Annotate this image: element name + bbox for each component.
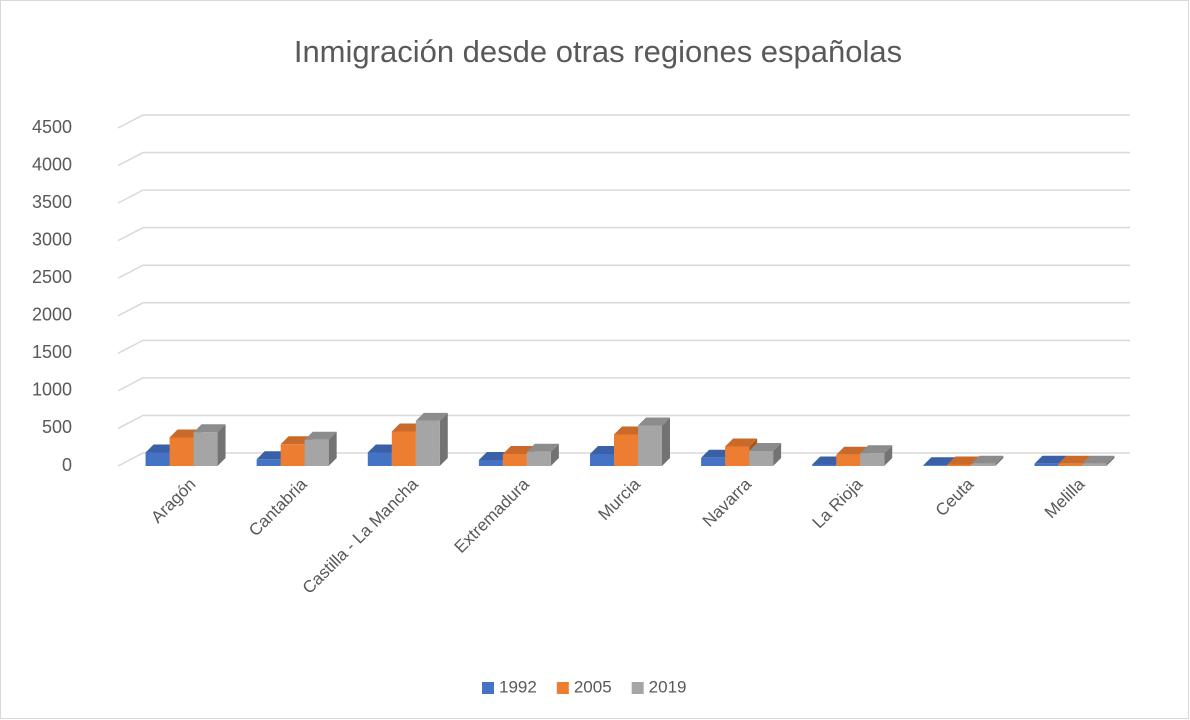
bar-side [773,442,782,466]
bar-top [304,431,337,440]
bar-top [836,446,869,455]
bar-top [923,457,956,466]
bar-top [749,442,782,451]
bar-top [971,455,1004,464]
bar-top [1058,455,1091,464]
bar-side [439,412,448,466]
grid-line [117,151,1130,167]
bar [280,444,305,466]
legend-label: 1992 [499,677,537,696]
bar [256,459,281,466]
bar [923,465,948,466]
bar-top [526,443,559,452]
bar [193,432,218,466]
bar [836,454,861,466]
bar-top [1034,455,1067,464]
bar-top [638,417,670,426]
y-tick-label: 4500 [32,117,72,137]
bar-side [995,455,1004,466]
grid-line [117,114,1130,129]
legend-label: 2019 [649,677,687,696]
grid-line [117,339,1130,354]
bar [391,431,416,466]
bar [860,453,885,466]
bar [1034,463,1059,466]
y-tick-label: 1000 [32,380,72,400]
bar-side [1106,455,1115,466]
bar-top [193,424,226,433]
legend-swatch [556,682,569,694]
bar [725,446,750,466]
bar-side [550,443,559,466]
bar [526,451,551,466]
bar-top [947,456,980,465]
y-tick-label: 4000 [32,154,72,174]
grid-line [117,226,1130,242]
bar [1058,463,1083,466]
bar [701,457,726,466]
bar-top [415,412,448,421]
bar [415,420,440,466]
bar-side [662,417,670,466]
y-tick-label: 2000 [32,305,72,325]
grid-line [117,189,1130,204]
bar-top [1082,455,1115,464]
legend-swatch [482,682,494,694]
bar [304,439,329,466]
bar [638,425,662,466]
legend-label: 2005 [574,677,612,696]
grid-line [117,452,1130,467]
bar [478,459,503,466]
y-tick-label: 3000 [32,229,72,249]
bar [1082,463,1107,466]
y-tick-label: 500 [42,417,72,437]
grid-line [117,264,1130,279]
y-tick-label: 0 [62,455,72,475]
bar-top [725,438,758,447]
bar-side [217,424,226,466]
bar-side [884,445,893,466]
bar-top [860,445,893,454]
bar [749,450,774,466]
chart-title: Inmigración desde otras regiones español… [294,34,902,69]
bar [367,452,392,466]
bar [169,437,194,466]
y-tick-label: 1500 [32,342,72,362]
bar-side [328,431,337,466]
bar [947,464,972,466]
grid-line [117,302,1130,317]
bar [971,463,996,466]
bar [614,434,638,466]
bar [590,453,614,466]
y-tick-label: 3500 [32,192,72,212]
grid-line [117,377,1130,392]
y-tick-label: 2500 [32,267,72,287]
bar [145,452,170,466]
bar [502,453,527,466]
legend-swatch [631,682,644,694]
bar [812,464,837,466]
grid-line [117,414,1130,430]
